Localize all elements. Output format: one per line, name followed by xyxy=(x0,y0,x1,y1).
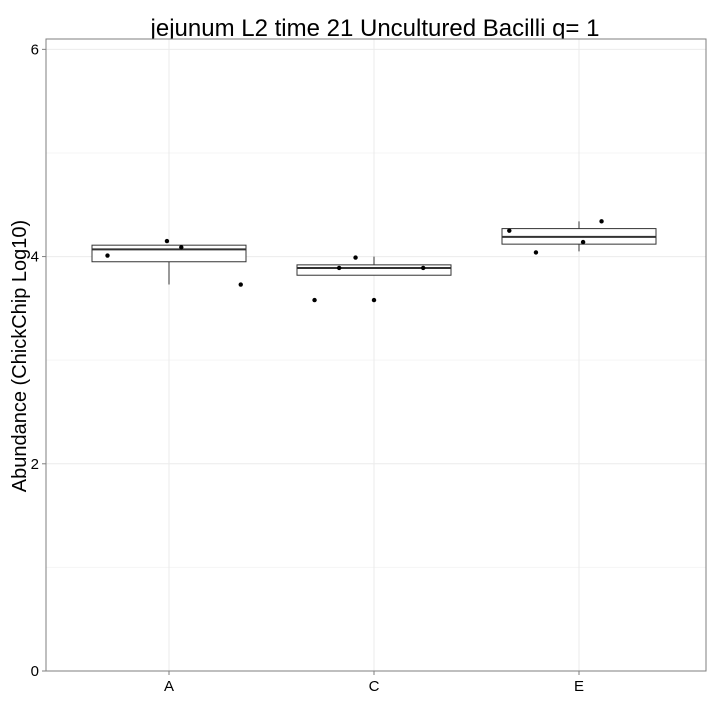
panel-border xyxy=(45,38,707,672)
box-C xyxy=(296,264,452,276)
plot-area: 0 2 4 6 A C E xyxy=(31,38,707,695)
data-point xyxy=(371,297,377,303)
data-point xyxy=(105,253,110,258)
y-axis-label: Abundance (ChickChip Log10) xyxy=(9,220,31,492)
data-point xyxy=(336,265,342,271)
x-tick-label: E xyxy=(574,678,584,695)
data-point xyxy=(353,255,358,260)
data-point xyxy=(580,239,586,245)
chart-title: jejunum L2 time 21 Uncultured Bacilli q=… xyxy=(150,15,600,42)
x-tick-label: A xyxy=(164,678,174,695)
y-tick-label: 0 xyxy=(31,663,39,680)
data-point xyxy=(312,297,317,303)
data-point xyxy=(164,238,170,244)
data-point xyxy=(179,245,184,250)
plot-background xyxy=(46,39,706,671)
data-point xyxy=(421,265,426,271)
data-point xyxy=(533,250,539,255)
data-point xyxy=(599,219,604,224)
data-point xyxy=(238,282,243,287)
data-point xyxy=(507,228,512,233)
y-tick-label: 6 xyxy=(31,41,39,58)
y-tick-label: 2 xyxy=(31,456,39,473)
y-tick-label: 4 xyxy=(31,249,39,266)
x-tick-label: C xyxy=(369,678,380,695)
box-A xyxy=(91,244,247,263)
